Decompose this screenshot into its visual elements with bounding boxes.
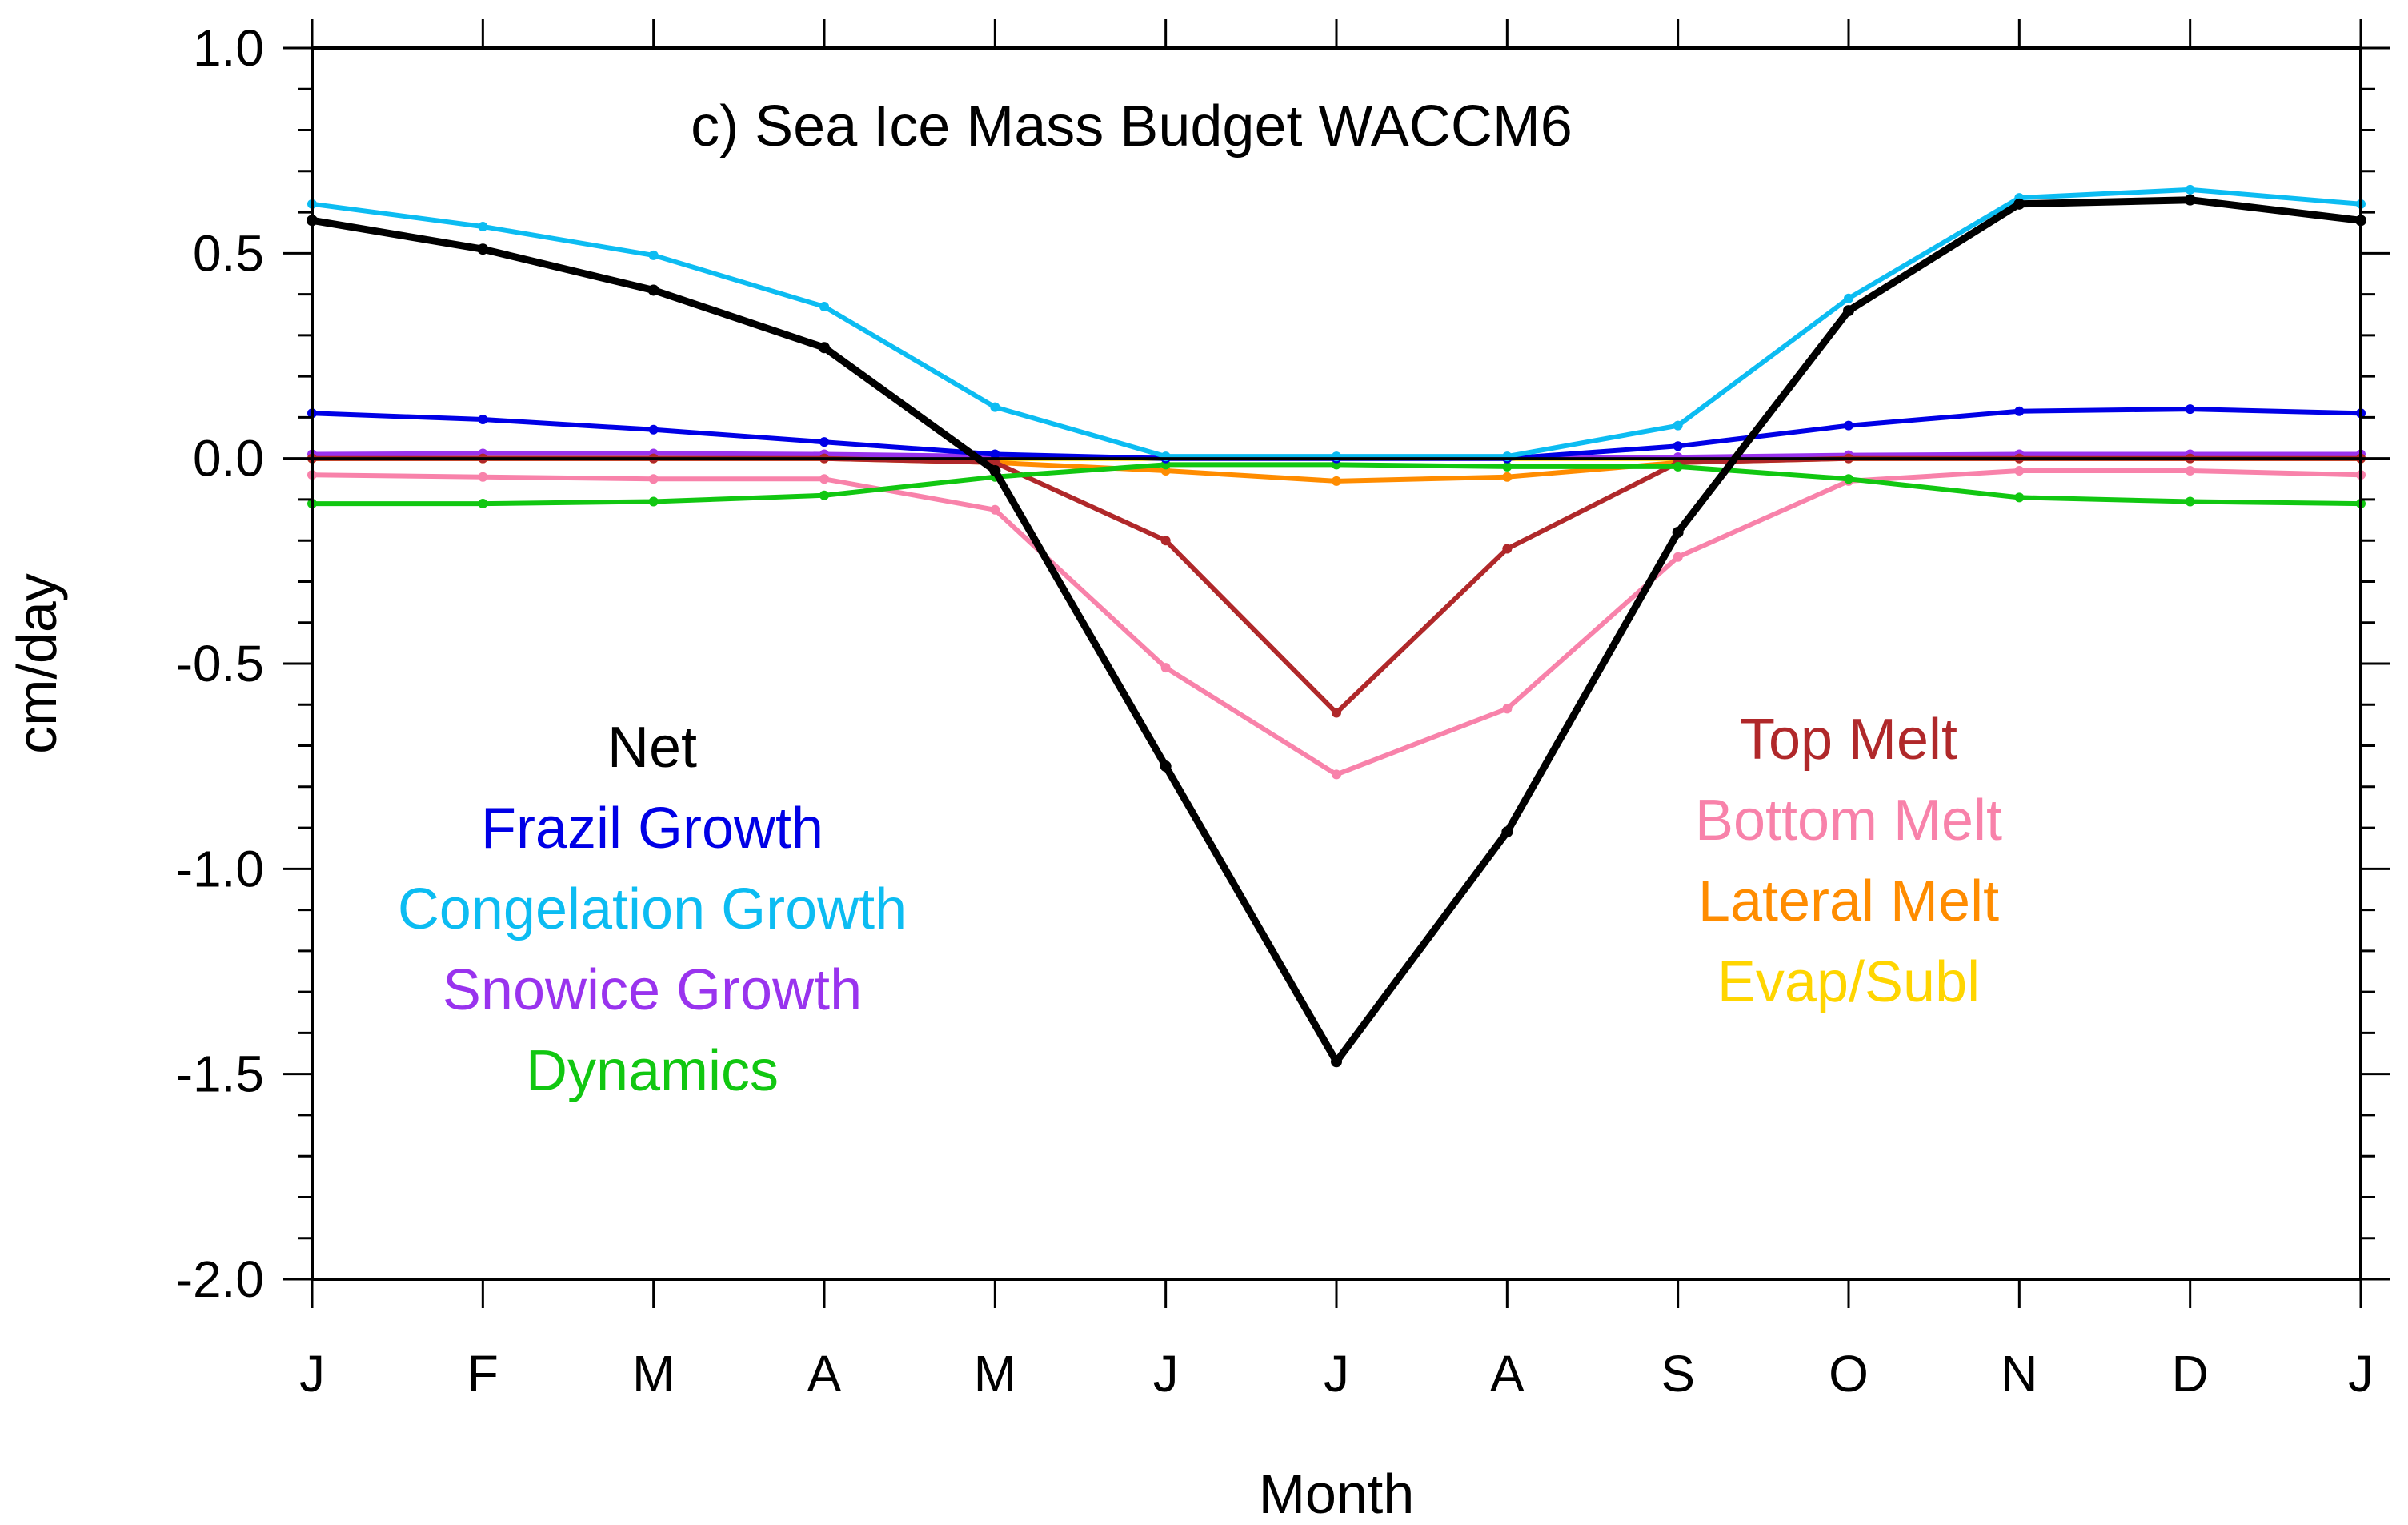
data-point-bottom-melt [478,472,488,482]
x-tick-label: A [807,1345,842,1403]
data-point-congelation-growth [990,402,1000,412]
data-point-frazil-growth [2185,404,2195,415]
legend-label-frazil-growth: Frazil Growth [481,797,823,861]
x-tick-label: S [1661,1345,1695,1403]
data-point-frazil-growth [990,449,1000,460]
data-point-bottom-melt [990,504,1000,515]
y-tick-label: 1.0 [193,19,264,77]
data-point-congelation-growth [819,301,829,311]
data-point-top-melt [1332,708,1341,718]
x-tick-label: N [2001,1345,2037,1403]
series-net [307,194,2366,1068]
data-point-net [477,243,489,255]
data-point-congelation-growth [2185,184,2195,195]
x-tick-label: J [2348,1345,2374,1403]
data-point-frazil-growth [1844,420,1853,431]
data-point-bottom-melt [2014,466,2025,476]
data-point-congelation-growth [1844,293,1853,303]
x-axis-title: Month [1259,1463,1415,1525]
data-point-congelation-growth [1332,451,1341,462]
x-tick-label: J [1153,1345,1179,1403]
data-point-bottom-melt [648,474,659,484]
data-point-bottom-melt [1502,704,1513,714]
y-tick-label: 0.5 [193,224,264,282]
legend-label-bottom-melt: Bottom Melt [1695,789,2002,853]
y-tick-label: 0.0 [193,430,264,488]
data-point-bottom-melt [1160,663,1171,673]
legend-label-top-melt: Top Melt [1740,708,1957,772]
data-point-net [1331,1056,1342,1068]
x-tick-label: A [1490,1345,1525,1403]
data-point-net [647,284,659,296]
data-point-bottom-melt [1673,552,1683,562]
data-point-congelation-growth [1160,451,1171,462]
data-point-net [989,465,1001,477]
data-point-top-melt [1160,536,1171,546]
data-point-net [1501,826,1513,838]
x-tick-label: J [299,1345,325,1403]
legend-label-dynamics: Dynamics [526,1039,779,1103]
legend: Net Frazil Growth Congelation Growth Snowic… [398,708,2002,1103]
data-point-dynamics [478,499,488,509]
data-point-frazil-growth [1673,441,1683,451]
data-point-congelation-growth [1502,451,1513,462]
data-point-lateral-melt [1332,476,1341,486]
data-point-frazil-growth [478,414,488,424]
tick-labels-layer: 1.0 0.5 0.0 -0.5 -1.0 -1.5 -2.0 J F M A M J J A S O N D J [176,19,2374,1403]
x-tick-label: M [632,1345,675,1403]
data-point-dynamics [1502,461,1513,472]
data-point-net [2184,194,2196,206]
data-point-bottom-melt [1332,769,1341,780]
data-point-dynamics [1844,474,1853,484]
legend-label-snowice-growth: Snowice Growth [443,958,862,1022]
legend-label-evap-subl: Evap/Subl [1717,950,1980,1014]
x-tick-label: D [2172,1345,2209,1403]
x-tick-label: J [1324,1345,1349,1403]
series-dynamics [307,460,2366,509]
legend-label-lateral-melt: Lateral Melt [1698,869,1999,933]
data-point-frazil-growth [648,424,659,435]
y-tick-label: -2.0 [176,1250,264,1308]
data-point-net [2013,198,2025,210]
data-point-dynamics [648,496,659,507]
x-tick-label: M [974,1345,1016,1403]
y-axis-title: cm/day [6,573,68,754]
data-point-congelation-growth [478,222,488,232]
x-tick-label: O [1829,1345,1869,1403]
ticks-layer [283,19,2390,1308]
data-point-frazil-growth [819,437,829,447]
data-point-frazil-growth [2014,406,2025,416]
data-point-dynamics [819,490,829,500]
data-point-lateral-melt [1502,472,1513,482]
data-point-dynamics [2185,496,2195,507]
chart-title: c) Sea Ice Mass Budget WACCM6 [691,94,1573,159]
legend-label-net: Net [607,716,697,780]
data-point-congelation-growth [1673,420,1683,431]
data-point-bottom-melt [2185,466,2195,476]
y-tick-label: -1.0 [176,840,264,897]
legend-label-congelation-growth: Congelation Growth [398,877,907,941]
data-point-net [1672,526,1684,538]
data-point-net [1160,760,1172,773]
y-tick-label: -1.5 [176,1045,264,1103]
data-point-congelation-growth [648,250,659,260]
x-tick-label: F [467,1345,499,1403]
data-point-net [1843,305,1854,317]
data-point-dynamics [1673,461,1683,472]
data-point-bottom-melt [819,474,829,484]
data-point-top-melt [1502,544,1513,554]
y-tick-label: -0.5 [176,635,264,692]
data-point-dynamics [2014,492,2025,503]
data-point-net [819,342,830,354]
